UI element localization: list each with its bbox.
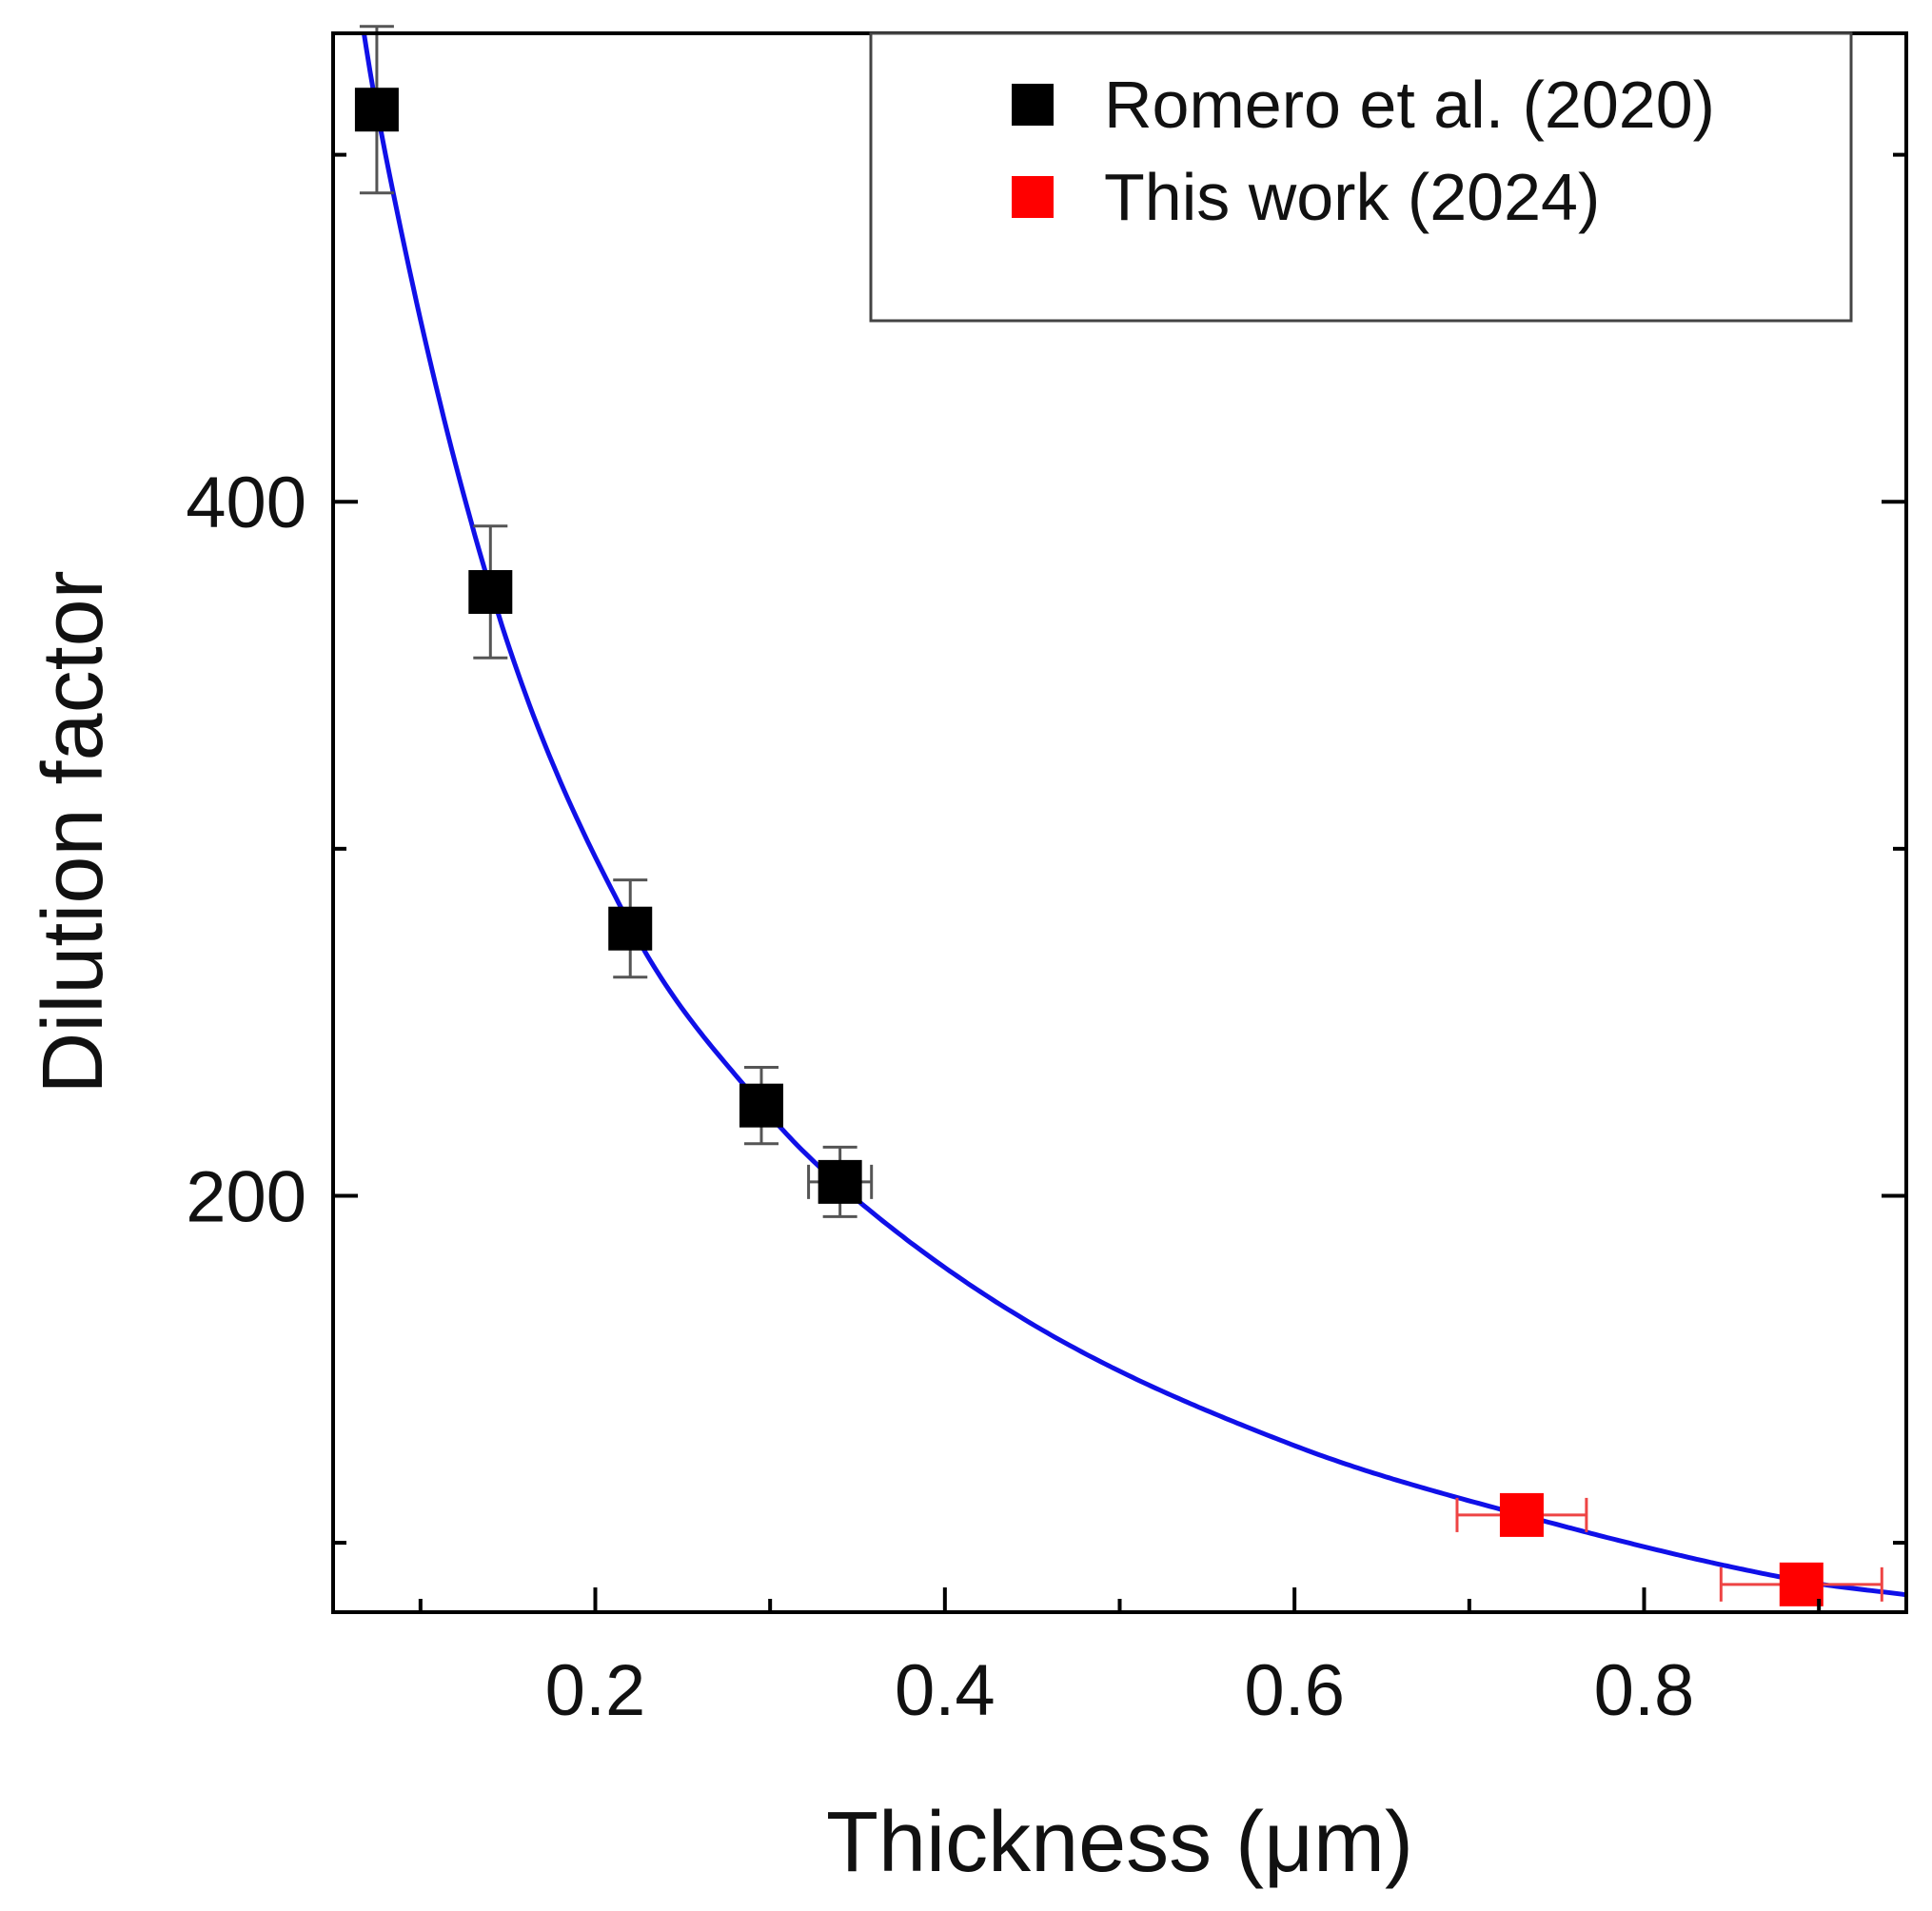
legend-label: This work (2024) <box>1104 160 1600 234</box>
legend-label: Romero et al. (2020) <box>1104 68 1715 142</box>
data-point <box>1779 1562 1824 1606</box>
x-axis-title: Thickness (μm) <box>826 1795 1413 1890</box>
x-tick-label: 0.8 <box>1594 1650 1695 1731</box>
data-point <box>608 906 653 951</box>
legend-marker <box>1012 176 1054 218</box>
axes-layer: 0.2 0.4 0.6 0.8 200 400 Thickness (μm) Dilution… <box>26 31 1908 1890</box>
data-point <box>468 570 513 615</box>
series-2 <box>1455 1492 1883 1606</box>
plot-layer <box>354 25 1906 1606</box>
legend-marker <box>1012 84 1054 126</box>
fit-curve <box>361 33 1906 1598</box>
legend: Romero et al. (2020) This work (2024) <box>869 31 1853 323</box>
data-point <box>1499 1492 1544 1537</box>
x-tick-label: 0.4 <box>895 1650 996 1731</box>
y-tick-label: 200 <box>186 1156 306 1237</box>
y-axis-title: Dilution factor <box>26 570 121 1093</box>
data-point <box>818 1159 862 1204</box>
x-tick-label: 0.6 <box>1244 1650 1345 1731</box>
data-point <box>739 1083 783 1128</box>
y-tick-label: 400 <box>186 463 306 543</box>
series-1 <box>354 25 874 1218</box>
x-tick-label: 0.2 <box>545 1650 646 1731</box>
data-point <box>354 88 399 132</box>
